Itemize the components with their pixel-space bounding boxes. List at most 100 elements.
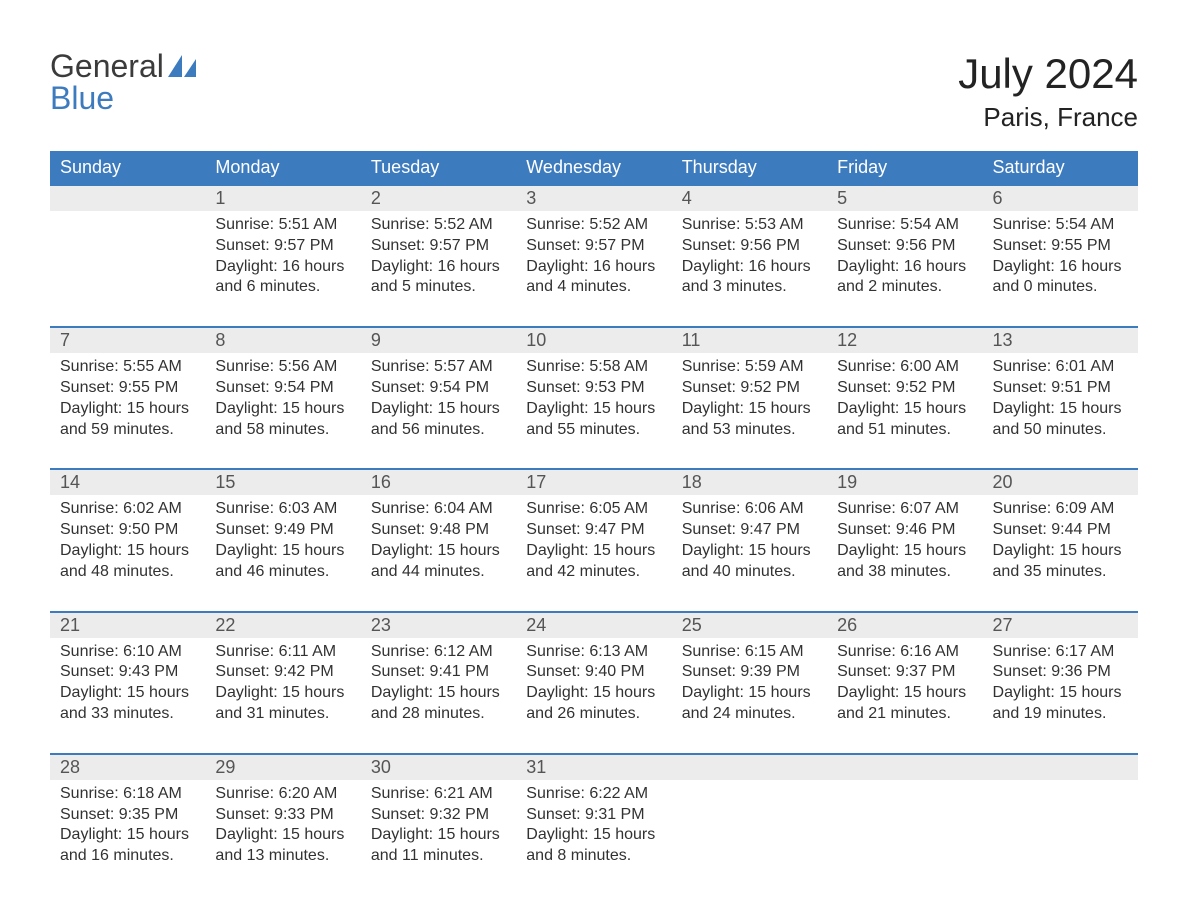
- day-info-line: Daylight: 15 hours: [837, 683, 972, 704]
- day-info-line: Daylight: 15 hours: [837, 399, 972, 420]
- day-info-line: and 58 minutes.: [215, 420, 350, 441]
- weekday-header: Sunday: [50, 151, 205, 185]
- day-info-line: Daylight: 16 hours: [371, 257, 506, 278]
- weekday-header: Friday: [827, 151, 982, 185]
- day-info-line: Daylight: 15 hours: [60, 683, 195, 704]
- day-info-line: Daylight: 15 hours: [993, 541, 1128, 562]
- day-info-line: Sunset: 9:49 PM: [215, 520, 350, 541]
- day-info-line: Daylight: 15 hours: [526, 399, 661, 420]
- day-info-line: Sunrise: 5:52 AM: [371, 215, 506, 236]
- day-info-line: Sunrise: 6:04 AM: [371, 499, 506, 520]
- day-info-line: and 13 minutes.: [215, 846, 350, 867]
- day-info-line: and 56 minutes.: [371, 420, 506, 441]
- day-number: [983, 754, 1138, 780]
- day-number: 19: [827, 469, 982, 495]
- day-info-line: and 38 minutes.: [837, 562, 972, 583]
- day-info-line: Daylight: 16 hours: [526, 257, 661, 278]
- day-info-line: Sunrise: 6:02 AM: [60, 499, 195, 520]
- day-info-line: Sunset: 9:50 PM: [60, 520, 195, 541]
- day-info-line: Daylight: 15 hours: [215, 825, 350, 846]
- day-number: 1: [205, 185, 360, 211]
- day-info-line: Sunrise: 6:07 AM: [837, 499, 972, 520]
- day-info-line: Sunrise: 6:06 AM: [682, 499, 817, 520]
- day-number: 10: [516, 327, 671, 353]
- day-cell: Sunrise: 6:06 AMSunset: 9:47 PMDaylight:…: [672, 495, 827, 611]
- day-content-row: Sunrise: 5:55 AMSunset: 9:55 PMDaylight:…: [50, 353, 1138, 469]
- day-info-line: Sunrise: 6:17 AM: [993, 642, 1128, 663]
- day-info-line: and 40 minutes.: [682, 562, 817, 583]
- day-cell: Sunrise: 6:22 AMSunset: 9:31 PMDaylight:…: [516, 780, 671, 895]
- weekday-header: Wednesday: [516, 151, 671, 185]
- day-cell: Sunrise: 6:01 AMSunset: 9:51 PMDaylight:…: [983, 353, 1138, 469]
- day-info-line: Daylight: 15 hours: [215, 683, 350, 704]
- day-number: [50, 185, 205, 211]
- day-content-row: Sunrise: 6:18 AMSunset: 9:35 PMDaylight:…: [50, 780, 1138, 895]
- day-info-line: Daylight: 15 hours: [371, 399, 506, 420]
- day-cell: Sunrise: 6:12 AMSunset: 9:41 PMDaylight:…: [361, 638, 516, 754]
- day-info-line: Sunset: 9:54 PM: [215, 378, 350, 399]
- day-info-line: Daylight: 15 hours: [60, 541, 195, 562]
- day-info-line: and 24 minutes.: [682, 704, 817, 725]
- day-info-line: Sunrise: 6:13 AM: [526, 642, 661, 663]
- day-cell: [672, 780, 827, 895]
- day-info-line: Sunset: 9:35 PM: [60, 805, 195, 826]
- day-cell: Sunrise: 6:00 AMSunset: 9:52 PMDaylight:…: [827, 353, 982, 469]
- day-number-row: 78910111213: [50, 327, 1138, 353]
- day-number: 30: [361, 754, 516, 780]
- day-info-line: and 50 minutes.: [993, 420, 1128, 441]
- day-number: 12: [827, 327, 982, 353]
- day-cell: Sunrise: 5:51 AMSunset: 9:57 PMDaylight:…: [205, 211, 360, 327]
- month-title: July 2024: [958, 50, 1138, 98]
- day-info-line: and 59 minutes.: [60, 420, 195, 441]
- day-number: 6: [983, 185, 1138, 211]
- day-info-line: Daylight: 15 hours: [993, 399, 1128, 420]
- day-number-row: 28293031: [50, 754, 1138, 780]
- day-info-line: Sunrise: 6:03 AM: [215, 499, 350, 520]
- weekday-header-row: Sunday Monday Tuesday Wednesday Thursday…: [50, 151, 1138, 185]
- day-cell: Sunrise: 6:05 AMSunset: 9:47 PMDaylight:…: [516, 495, 671, 611]
- day-info-line: Sunrise: 6:22 AM: [526, 784, 661, 805]
- day-info-line: and 6 minutes.: [215, 277, 350, 298]
- day-number-row: 123456: [50, 185, 1138, 211]
- weekday-header: Monday: [205, 151, 360, 185]
- day-info-line: Sunset: 9:53 PM: [526, 378, 661, 399]
- calendar-page: General Blue July 2024 Paris, France Sun…: [0, 0, 1188, 915]
- day-info-line: Daylight: 15 hours: [371, 541, 506, 562]
- day-cell: Sunrise: 6:10 AMSunset: 9:43 PMDaylight:…: [50, 638, 205, 754]
- day-number: 15: [205, 469, 360, 495]
- day-number: 21: [50, 612, 205, 638]
- day-number: 4: [672, 185, 827, 211]
- day-cell: Sunrise: 6:03 AMSunset: 9:49 PMDaylight:…: [205, 495, 360, 611]
- day-number: 5: [827, 185, 982, 211]
- sail-icon: [168, 55, 196, 77]
- day-info-line: Sunset: 9:47 PM: [682, 520, 817, 541]
- day-info-line: and 4 minutes.: [526, 277, 661, 298]
- day-info-line: Sunset: 9:47 PM: [526, 520, 661, 541]
- day-info-line: and 16 minutes.: [60, 846, 195, 867]
- day-number: 22: [205, 612, 360, 638]
- day-info-line: Daylight: 15 hours: [60, 825, 195, 846]
- day-cell: Sunrise: 5:59 AMSunset: 9:52 PMDaylight:…: [672, 353, 827, 469]
- day-cell: Sunrise: 5:56 AMSunset: 9:54 PMDaylight:…: [205, 353, 360, 469]
- day-info-line: Sunset: 9:31 PM: [526, 805, 661, 826]
- day-number: 14: [50, 469, 205, 495]
- day-cell: Sunrise: 5:52 AMSunset: 9:57 PMDaylight:…: [361, 211, 516, 327]
- day-cell: Sunrise: 6:11 AMSunset: 9:42 PMDaylight:…: [205, 638, 360, 754]
- day-info-line: and 46 minutes.: [215, 562, 350, 583]
- day-info-line: Sunrise: 5:56 AM: [215, 357, 350, 378]
- day-info-line: and 42 minutes.: [526, 562, 661, 583]
- day-info-line: Daylight: 15 hours: [526, 541, 661, 562]
- day-info-line: and 8 minutes.: [526, 846, 661, 867]
- day-info-line: Sunset: 9:52 PM: [837, 378, 972, 399]
- day-info-line: Daylight: 15 hours: [682, 541, 817, 562]
- day-info-line: Daylight: 16 hours: [682, 257, 817, 278]
- day-info-line: and 55 minutes.: [526, 420, 661, 441]
- day-info-line: Sunrise: 6:16 AM: [837, 642, 972, 663]
- day-info-line: and 28 minutes.: [371, 704, 506, 725]
- day-info-line: Daylight: 15 hours: [837, 541, 972, 562]
- day-info-line: Sunrise: 6:10 AM: [60, 642, 195, 663]
- day-number: 9: [361, 327, 516, 353]
- day-number: 31: [516, 754, 671, 780]
- day-info-line: Sunrise: 5:54 AM: [837, 215, 972, 236]
- day-info-line: Sunrise: 6:05 AM: [526, 499, 661, 520]
